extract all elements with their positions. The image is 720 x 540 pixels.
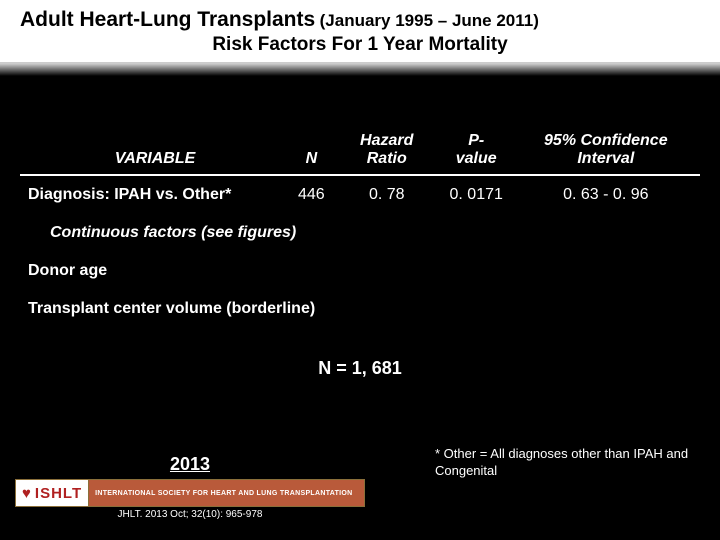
year-label: 2013	[15, 454, 365, 475]
ishlt-logo: ♥ ISHLT INTERNATIONAL SOCIETY FOR HEART …	[15, 479, 365, 507]
subtitle: Risk Factors For 1 Year Mortality	[20, 32, 700, 56]
cell-ci: 0. 63 - 0. 96	[512, 175, 700, 214]
ishlt-short: ♥ ISHLT	[16, 480, 89, 506]
col-p-value: P-value	[441, 126, 512, 175]
table-header-row: VARIABLE N Hazard Ratio P-value 95% Conf…	[20, 126, 700, 175]
table-row: Transplant center volume (borderline)	[20, 290, 700, 328]
col-ci: 95% Confidence Interval	[512, 126, 700, 175]
ishlt-long: INTERNATIONAL SOCIETY FOR HEART AND LUNG…	[89, 480, 358, 506]
cell-variable: Diagnosis: IPAH vs. Other*	[20, 175, 290, 214]
table-row: Diagnosis: IPAH vs. Other* 446 0. 78 0. …	[20, 175, 700, 214]
risk-factors-table: VARIABLE N Hazard Ratio P-value 95% Conf…	[20, 126, 700, 328]
title-bar: Adult Heart-Lung Transplants (January 19…	[0, 0, 720, 64]
cell-variable: Transplant center volume (borderline)	[20, 290, 700, 328]
n-total: N = 1, 681	[20, 358, 700, 379]
heart-icon: ♥	[22, 485, 32, 502]
section-header: Continuous factors (see figures)	[20, 214, 700, 252]
cell-n: 446	[290, 175, 333, 214]
citation: JHLT. 2013 Oct; 32(10): 965-978	[15, 509, 365, 520]
col-n: N	[290, 126, 333, 175]
footnote: * Other = All diagnoses other than IPAH …	[435, 446, 695, 480]
title-main: Adult Heart-Lung Transplants	[20, 8, 315, 31]
title-line: Adult Heart-Lung Transplants (January 19…	[20, 8, 700, 32]
col-variable: VARIABLE	[20, 126, 290, 175]
logo-block: 2013 ♥ ISHLT INTERNATIONAL SOCIETY FOR H…	[15, 454, 365, 520]
cell-hazard-ratio: 0. 78	[333, 175, 441, 214]
cell-p-value: 0. 0171	[441, 175, 512, 214]
title-date-range: (January 1995 – June 2011)	[320, 11, 539, 30]
risk-factors-table-wrap: VARIABLE N Hazard Ratio P-value 95% Conf…	[0, 76, 720, 379]
col-hazard-ratio: Hazard Ratio	[333, 126, 441, 175]
table-row: Donor age	[20, 252, 700, 290]
shadow-strip	[0, 64, 720, 76]
ishlt-short-text: ISHLT	[35, 485, 82, 502]
cell-variable: Donor age	[20, 252, 700, 290]
section-header-row: Continuous factors (see figures)	[20, 214, 700, 252]
